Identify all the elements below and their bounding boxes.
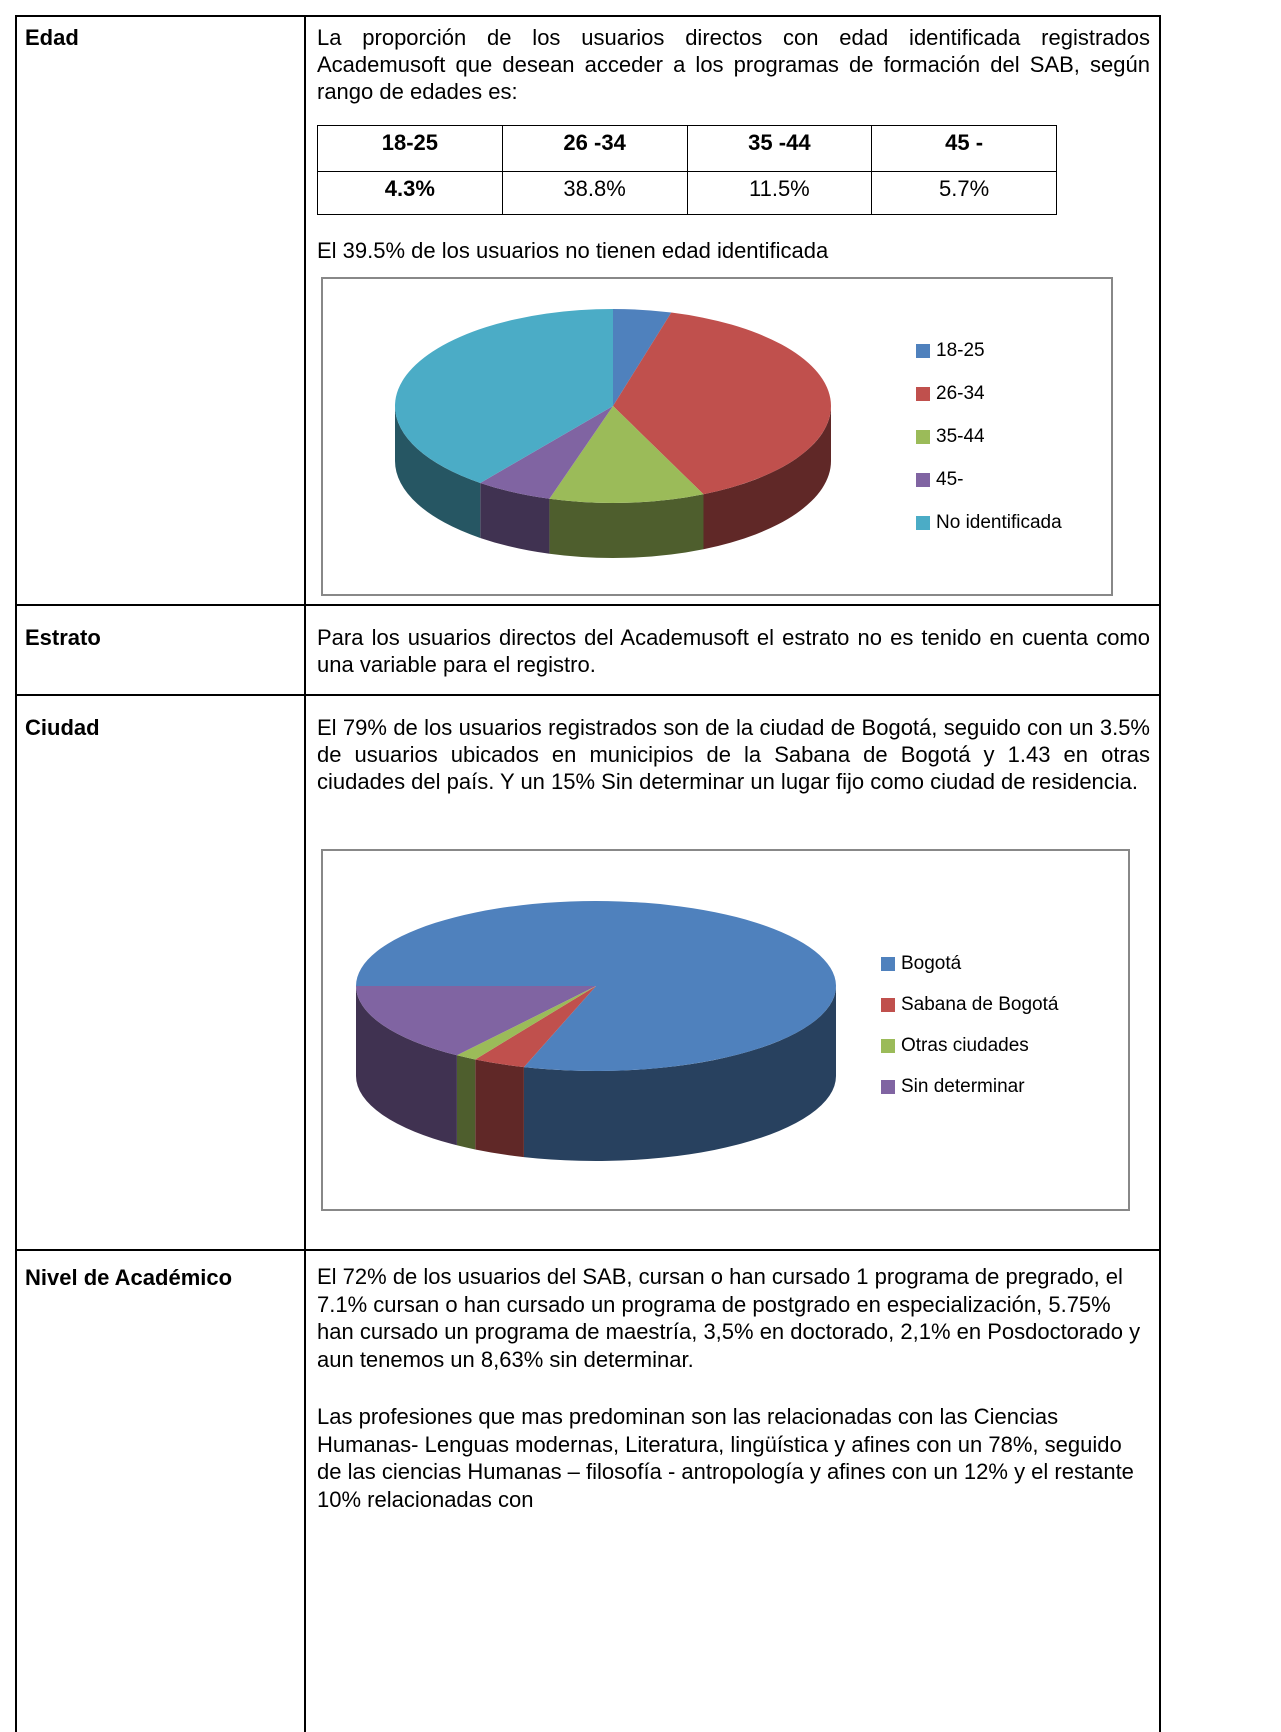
- legend-label: Sabana de Bogotá: [901, 994, 1059, 1015]
- paragraph: El 79% de los usuarios registrados son d…: [317, 715, 1150, 794]
- legend-label: Sin determinar: [901, 1076, 1025, 1097]
- pie-slice: [394, 309, 613, 483]
- paragraph: Las profesiones que mas predominan son l…: [317, 1404, 1134, 1512]
- pie-side: [356, 986, 457, 1146]
- value-cell: 4.3%: [317, 171, 503, 215]
- legend-label: 45-: [936, 469, 963, 490]
- row-label: Nivel de Académico: [25, 1265, 233, 1290]
- row-label: Estrato: [25, 625, 101, 650]
- legend-swatch: [916, 430, 930, 444]
- value-cell: 38.8%: [501, 171, 688, 215]
- pie-slice: [613, 309, 672, 406]
- pie-slice: [456, 986, 596, 1060]
- table-border: [15, 1249, 1161, 1251]
- paragraph: El 72% de los usuarios del SAB, cursan o…: [317, 1264, 1141, 1372]
- legend-label: Otras ciudades: [901, 1035, 1029, 1056]
- table-border: [304, 15, 306, 1732]
- paragraph: La proporción de los usuarios directos c…: [317, 25, 1150, 104]
- legend-label: No identificada: [936, 512, 1062, 533]
- table-border: [15, 604, 1161, 606]
- header-cell: 45 -: [871, 125, 1057, 172]
- legend-label: 18-25: [936, 340, 985, 361]
- legend-swatch: [881, 998, 895, 1012]
- row-label: Ciudad: [25, 715, 100, 740]
- header-cell: 26 -34: [501, 125, 688, 172]
- pie-side: [456, 1055, 476, 1150]
- pie-chart: 18-25 26-34 35-44 45- No identificada: [394, 309, 1062, 558]
- legend-swatch: [916, 344, 930, 358]
- row-label: Edad: [25, 25, 79, 50]
- pie-slice: [549, 406, 704, 503]
- pie-slice: [475, 986, 596, 1068]
- pie-slice: [480, 406, 613, 499]
- pie-slice: [613, 312, 831, 495]
- age-table: 18-25 26 -34 35 -44 45 - 4.3% 38.8% 11.5…: [317, 125, 1057, 215]
- pie-side: [475, 1059, 524, 1158]
- value-cell: 11.5%: [686, 171, 873, 215]
- chart-frame: Bogotá Sabana de Bogotá Otras ciudades Sin …: [321, 849, 1130, 1211]
- table-border: [1159, 15, 1161, 1732]
- header-cell: 35 -44: [686, 125, 873, 172]
- pie-side: [395, 406, 481, 538]
- value-cell: 5.7%: [871, 171, 1057, 215]
- pie-chart: Bogotá Sabana de Bogotá Otras ciudades Sin …: [356, 901, 1059, 1161]
- paragraph: El 39.5% de los usuarios no tienen edad …: [317, 238, 829, 263]
- table-border: [15, 694, 1161, 696]
- legend-swatch: [881, 1039, 895, 1053]
- legend-swatch: [881, 957, 895, 971]
- legend-label: 26-34: [936, 383, 985, 404]
- chart-frame: 18-25 26-34 35-44 45- No identificada: [321, 277, 1113, 596]
- legend-label: 35-44: [936, 426, 985, 447]
- header-cell: 18-25: [317, 125, 503, 172]
- pie-side: [523, 986, 836, 1161]
- legend-swatch: [916, 387, 930, 401]
- legend-swatch: [916, 473, 930, 487]
- paragraph: Para los usuarios directos del Academuso…: [317, 625, 1150, 677]
- table-border: [15, 15, 1161, 17]
- pie-side: [703, 406, 831, 550]
- pie-side: [480, 482, 550, 554]
- pie-slice: [356, 986, 596, 1056]
- pie-side: [549, 494, 704, 558]
- legend-swatch: [916, 516, 930, 530]
- table-border: [15, 15, 17, 1732]
- legend-label: Bogotá: [901, 953, 962, 974]
- legend-swatch: [881, 1080, 895, 1094]
